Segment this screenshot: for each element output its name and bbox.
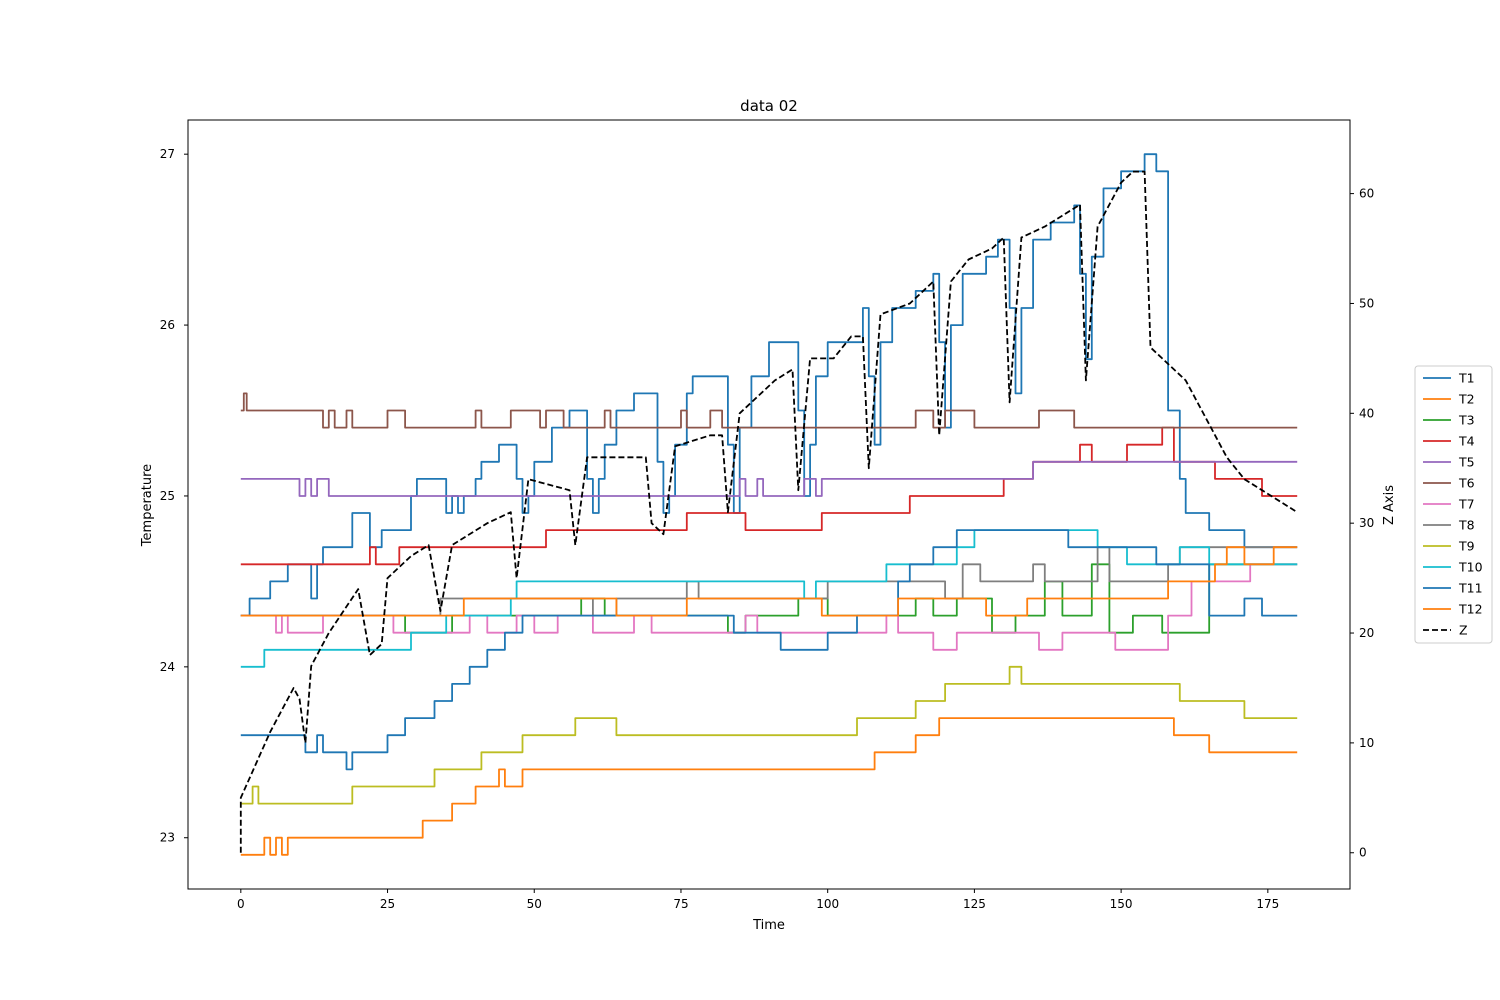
legend-label-t3: T3 — [1458, 413, 1475, 428]
legend-label-z: Z — [1459, 623, 1468, 638]
x-tick-label: 75 — [673, 897, 688, 911]
y2-tick-label: 10 — [1359, 736, 1374, 750]
legend-label-t4: T4 — [1458, 434, 1475, 449]
legend-label-t12: T12 — [1458, 602, 1483, 617]
legend-label-t1: T1 — [1458, 371, 1475, 386]
y-tick-label: 25 — [160, 489, 175, 503]
x-tick-label: 25 — [380, 897, 395, 911]
series-line-t1 — [240, 153, 1298, 617]
x-tick-label: 100 — [816, 897, 839, 911]
y2-tick-label: 50 — [1359, 296, 1374, 310]
series-line-t6 — [240, 392, 1298, 429]
x-axis: 0 25 50 75 100 125 150 175 — [237, 889, 1279, 911]
y-tick-label: 24 — [160, 660, 175, 674]
series-line-z — [239, 170, 1298, 853]
plot-frame — [187, 119, 1351, 890]
series-line-t9 — [240, 665, 1298, 805]
legend: T1 T2 T3 T4 T5 T6 T7 T8 T9 T10 T11 T12 Z — [1414, 365, 1493, 644]
x-tick-label: 175 — [1256, 897, 1279, 911]
series-line-t4 — [240, 426, 1298, 566]
y-axis-left: 23 24 25 26 27 — [160, 147, 188, 845]
y-tick-label: 23 — [160, 831, 175, 845]
y-tick-label: 26 — [160, 318, 175, 332]
series-line-t12 — [240, 546, 1298, 617]
y2-tick-label: 20 — [1359, 626, 1374, 640]
plot-lines — [239, 153, 1298, 856]
y2-tick-label: 0 — [1359, 846, 1367, 860]
legend-frame — [1414, 365, 1493, 644]
legend-label-t10: T10 — [1458, 560, 1483, 575]
y2-tick-label: 60 — [1359, 187, 1374, 201]
y2-tick-label: 30 — [1359, 516, 1374, 530]
series-line-t10 — [240, 529, 1298, 668]
x-axis-label: Time — [752, 918, 785, 933]
x-tick-label: 50 — [527, 897, 542, 911]
y2-axis-label: Z Axis — [1382, 485, 1397, 525]
series-line-t2 — [240, 717, 1298, 856]
legend-label-t7: T7 — [1458, 497, 1475, 512]
y-axis-label: Temperature — [140, 464, 155, 547]
legend-label-t6: T6 — [1458, 476, 1475, 491]
legend-label-t9: T9 — [1458, 539, 1475, 554]
x-tick-label: 125 — [963, 897, 986, 911]
chart-title: data 02 — [740, 97, 798, 115]
legend-label-t8: T8 — [1458, 518, 1475, 533]
x-tick-label: 150 — [1110, 897, 1133, 911]
series-line-t5 — [240, 460, 1298, 497]
y-tick-label: 27 — [160, 147, 175, 161]
y2-tick-label: 40 — [1359, 406, 1374, 420]
legend-label-t11: T11 — [1458, 581, 1483, 596]
x-tick-label: 0 — [237, 897, 245, 911]
legend-label-t5: T5 — [1458, 455, 1475, 470]
legend-label-t2: T2 — [1458, 392, 1475, 407]
y-axis-right: 0 10 20 30 40 50 60 — [1350, 187, 1374, 860]
